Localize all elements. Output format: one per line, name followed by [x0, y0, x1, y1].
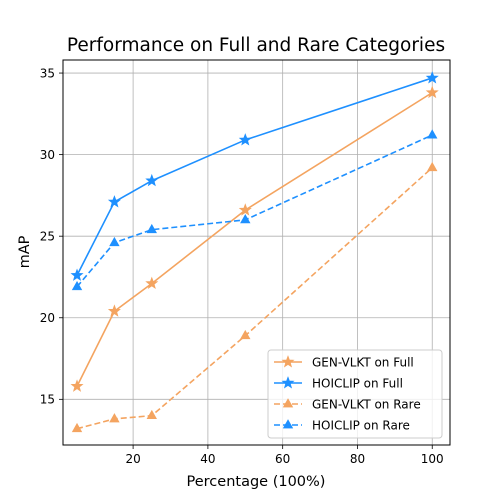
series-1	[70, 71, 439, 281]
y-tick-label: 15	[40, 393, 55, 407]
y-tick-label: 30	[40, 148, 55, 162]
y-tick-label: 25	[40, 229, 55, 243]
grid	[63, 60, 450, 445]
x-axis-label: Percentage (100%)	[187, 474, 326, 490]
data-point-star	[70, 268, 84, 281]
y-tick-label: 35	[40, 66, 55, 80]
series-2	[71, 161, 438, 433]
series-line	[76, 134, 433, 288]
legend-label: GEN-VLKT on Rare	[312, 397, 421, 411]
legend-label: GEN-VLKT on Full	[312, 355, 414, 369]
data-point-triangle	[109, 236, 120, 247]
data-point-triangle	[146, 409, 157, 420]
series-group	[70, 71, 439, 433]
data-point-triangle	[427, 161, 438, 172]
series-line	[76, 77, 433, 276]
chart-title: Performance on Full and Rare Categories	[67, 35, 445, 56]
plot-frame	[62, 59, 451, 446]
data-point-triangle	[427, 129, 438, 139]
axis-ticks: 20 40 60 80 100 15 20 25 30 35	[40, 66, 444, 466]
data-point-star	[107, 304, 121, 317]
legend-item: GEN-VLKT on Rare	[274, 397, 421, 411]
legend-label: HOICLIP on Rare	[312, 418, 410, 432]
x-tick-label: 20	[125, 452, 140, 466]
x-tick-label: 100	[421, 452, 444, 466]
data-point-triangle	[240, 329, 251, 340]
data-point-star	[238, 133, 252, 146]
data-point-triangle	[71, 280, 83, 291]
data-point-triangle	[240, 214, 251, 224]
y-tick-label: 20	[40, 311, 55, 325]
series-0	[70, 85, 439, 392]
legend-marker	[281, 355, 295, 368]
y-axis-label: mAP	[17, 235, 33, 268]
series-3	[71, 129, 438, 291]
legend-marker	[281, 376, 295, 389]
legend-box	[267, 349, 443, 439]
data-point-triangle	[71, 422, 83, 433]
legend-label: HOICLIP on Full	[312, 376, 403, 390]
legend-item: HOICLIP on Rare	[274, 418, 410, 432]
legend-item: GEN-VLKT on Full	[274, 355, 414, 369]
legend-marker	[282, 419, 294, 429]
data-point-star	[425, 85, 439, 99]
data-point-star	[107, 195, 121, 208]
legend-marker	[282, 398, 294, 408]
data-point-star	[145, 276, 159, 290]
data-point-star	[425, 71, 439, 84]
data-point-triangle	[109, 413, 120, 423]
legend-item: HOICLIP on Full	[274, 376, 403, 390]
legend: GEN-VLKT on Full HOICLIP on Full GEN-VLKT …	[267, 349, 443, 439]
x-tick-label: 80	[350, 452, 365, 466]
data-point-star	[70, 379, 84, 392]
x-tick-label: 60	[275, 452, 290, 466]
data-point-triangle	[146, 223, 157, 234]
x-tick-label: 40	[200, 452, 215, 466]
legend-items: GEN-VLKT on Full HOICLIP on Full GEN-VLKT …	[274, 355, 421, 432]
data-point-star	[238, 203, 252, 216]
data-point-star	[145, 173, 159, 187]
